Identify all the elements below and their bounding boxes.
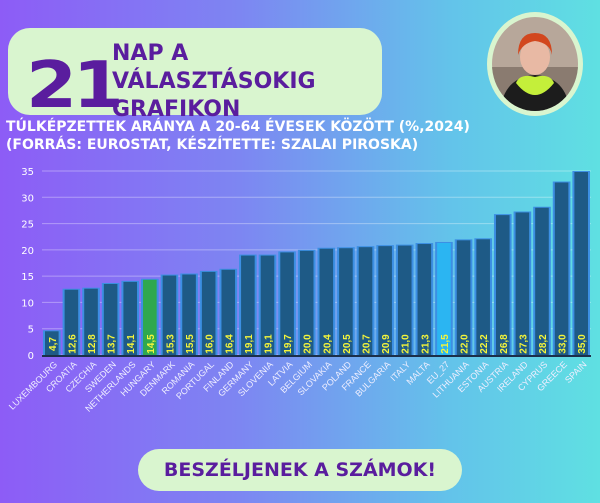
title-line2: GRAFIKON [112,97,241,122]
bar [554,182,569,355]
title: NAP A VÁLASZTÁSOKIG GRAFIKON [112,40,382,124]
data-label: 12,8 [87,334,98,354]
bar [241,255,255,355]
bar [456,240,471,355]
y-tick-label: 0 [28,351,34,362]
data-label: 12,6 [67,334,78,354]
data-label: 21,3 [420,334,431,354]
bar [397,245,412,355]
bar [339,248,353,355]
data-label: 15,5 [185,334,196,354]
data-label: 13,7 [107,334,118,354]
data-label: 28,2 [538,334,549,354]
y-tick-label: 15 [21,272,34,283]
data-label: 22,2 [479,334,490,354]
y-tick-label: 30 [21,193,34,204]
data-label: 16,4 [224,334,235,354]
data-label: 19,7 [283,334,294,354]
bar [64,289,79,355]
data-label: 27,3 [518,334,529,354]
bar [476,239,490,355]
data-label: 19,1 [244,334,255,354]
data-label: 20,7 [362,334,373,354]
data-label: 33,0 [558,334,569,354]
bar [84,288,98,355]
bar [143,279,157,355]
bar [495,215,510,355]
title-box: 21 NAP A VÁLASZTÁSOKIG GRAFIKON [8,28,382,123]
bar [45,331,59,355]
bar [515,212,530,355]
bar [417,244,432,355]
data-label: 4,7 [48,337,59,351]
bar [182,274,196,355]
bar [201,271,216,355]
y-tick-label: 25 [21,220,34,231]
data-label: 22,0 [460,334,471,354]
data-label: 16,0 [205,334,216,354]
y-tick-label: 5 [28,325,34,336]
data-label: 20,4 [322,334,333,354]
data-label: 19,1 [263,334,274,354]
data-label: 21,0 [401,334,412,354]
bar [358,247,373,355]
title-line1: NAP A VÁLASZTÁSOKIG [112,41,316,94]
chart-subtitle: TÚLKÉPZETTEK ARÁNYA A 20-64 ÉVESEK KÖZÖT… [6,118,470,154]
bar [378,246,392,355]
y-tick-label: 35 [21,167,34,178]
data-label: 20,0 [303,334,314,354]
bar [123,281,138,355]
bar [574,172,588,355]
bar [221,269,236,355]
days-count: 21 [26,49,124,123]
data-label: 20,9 [381,334,392,354]
bar [299,250,314,355]
bar [535,207,549,355]
data-label: 14,5 [146,334,157,354]
bar [260,255,275,355]
data-label: 35,0 [577,334,588,354]
data-label: 21,5 [440,334,451,354]
y-tick-label: 20 [21,246,34,257]
subtitle-line2: (FORRÁS: EUROSTAT, KÉSZÍTETTE: SZALAI PI… [6,137,419,153]
subtitle-line1: TÚLKÉPZETTEK ARÁNYA A 20-64 ÉVESEK KÖZÖT… [6,119,470,135]
data-label: 15,3 [165,334,176,354]
data-label: 20,5 [342,334,353,354]
author-photo [487,12,583,116]
bar-chart: 051015202530354,7LUXEMBOURG12,6CROATIA12… [7,167,591,414]
data-label: 26,8 [499,334,510,354]
footer-button[interactable]: BESZÉLJENEK A SZÁMOK! [138,449,462,491]
data-label: 14,1 [126,334,137,354]
y-tick-label: 10 [21,298,34,309]
bar [319,248,334,355]
bar [103,283,118,355]
bar [437,242,451,355]
x-tick-label: SPAIN [563,359,589,385]
bar [280,252,294,355]
bar [162,275,177,355]
